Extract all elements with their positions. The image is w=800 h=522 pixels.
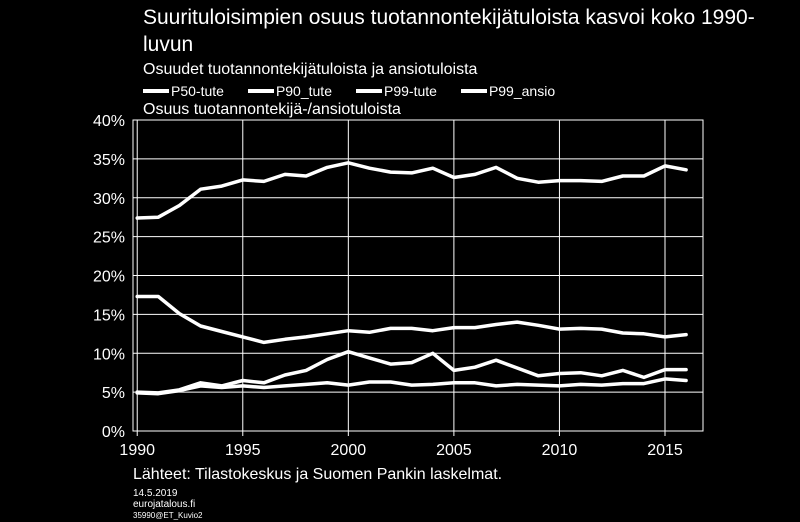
- x-tick-label: 2015: [647, 442, 683, 459]
- legend-item-p90-tute: P90_tute: [247, 83, 332, 99]
- source-note: Lähteet: Tilastokeskus ja Suomen Pankin …: [133, 466, 503, 483]
- legend-item-p50-tute: P50-tute: [143, 83, 224, 99]
- legend-swatch: [143, 89, 169, 93]
- y-tick-label: 0%: [102, 424, 125, 441]
- legend: P50-tute P90_tute P99-tute P99_ansio: [143, 82, 579, 100]
- x-tick-label: 2000: [331, 442, 367, 459]
- series-line-p99-tute: [135, 349, 688, 395]
- series-line-p99-ansio: [135, 377, 688, 396]
- legend-swatch: [247, 89, 274, 93]
- y-tick-label: 20%: [93, 269, 125, 286]
- chart-subtitle: Osuudet tuotannontekijätuloista ja ansio…: [143, 61, 478, 78]
- legend-label: P99-tute: [384, 83, 437, 99]
- y-tick-label: 10%: [93, 346, 125, 363]
- series-line-p90-tute: [135, 294, 688, 345]
- legend-label: P50-tute: [171, 83, 224, 99]
- legend-label: P99_ansio: [488, 83, 556, 99]
- y-tick-label: 35%: [93, 152, 125, 169]
- chart-title: Suurituloisimpien osuus tuotannontekijät…: [143, 6, 755, 56]
- legend-item-p99-ansio: P99_ansio: [460, 83, 556, 99]
- legend-item-p99-tute: P99-tute: [356, 83, 437, 99]
- legend-swatch: [460, 89, 487, 93]
- x-tick-label: 2010: [542, 442, 578, 459]
- series-line-p50-tute: [135, 161, 688, 220]
- legend-label: P90_tute: [275, 83, 332, 99]
- legend-swatch: [356, 89, 382, 93]
- y-tick-label: 15%: [93, 307, 125, 324]
- x-tick-label: 2005: [436, 442, 472, 459]
- y-tick-label: 5%: [102, 385, 125, 402]
- y-tick-label: 25%: [93, 230, 125, 247]
- site-name: eurojatalous.fi: [133, 499, 196, 510]
- figure-code: 35990@ET_Kuvio2: [133, 511, 203, 520]
- x-tick-label: 1995: [225, 442, 261, 459]
- x-tick-label: 1990: [119, 442, 155, 459]
- y-axis-label: Osuus tuotannontekijä-/ansiotuloista: [143, 101, 401, 118]
- publication-date: 14.5.2019: [133, 488, 178, 499]
- y-tick-label: 30%: [93, 191, 125, 208]
- y-tick-label: 40%: [93, 113, 125, 130]
